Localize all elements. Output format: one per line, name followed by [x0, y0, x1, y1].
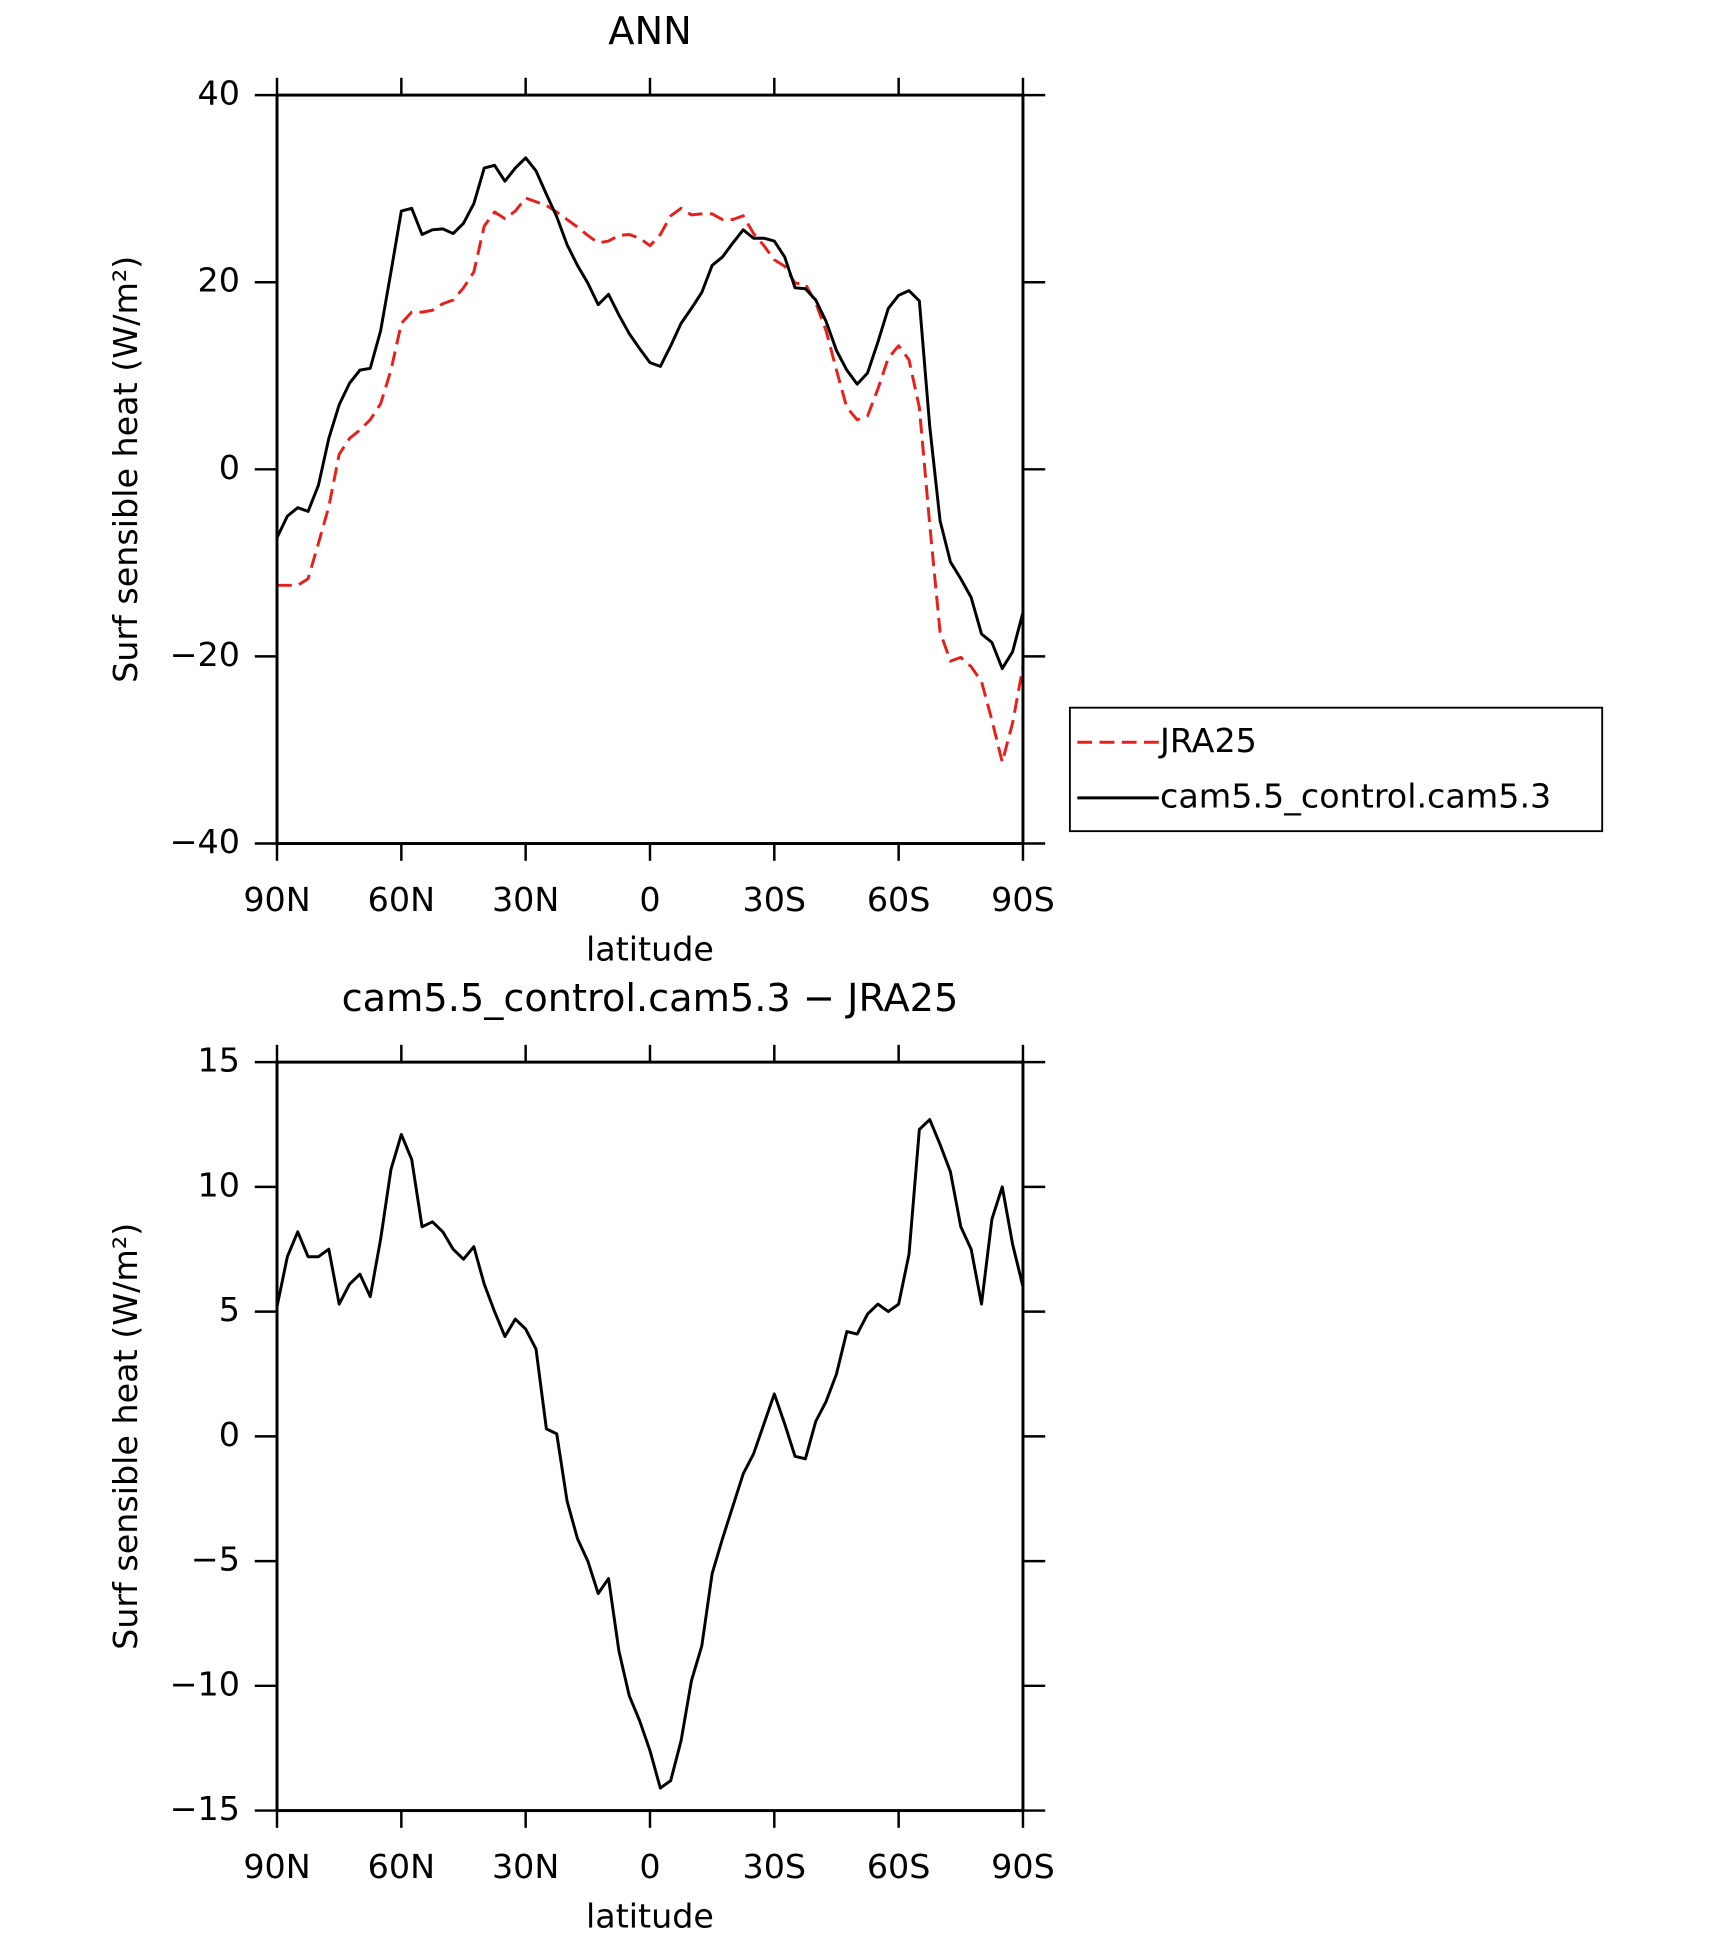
y-tick-label: 40: [198, 74, 240, 113]
plot-frame: [275, 93, 1025, 846]
legend-box: [1068, 706, 1604, 833]
data-line: [277, 196, 1025, 764]
y-tick-label: −15: [170, 1789, 240, 1828]
y-tick-label: −5: [191, 1540, 240, 1579]
y-tick-label: −40: [170, 822, 240, 861]
x-tick-label: 60S: [867, 880, 931, 919]
x-tick-label: 90S: [991, 1847, 1055, 1886]
x-tick-label: 90S: [991, 880, 1055, 919]
plot-frame: [275, 1060, 1025, 1813]
x-tick-label: 0: [639, 1847, 660, 1886]
x-tick-label: 90N: [243, 880, 310, 919]
y-axis-label: Surf sensible heat (W/m²): [106, 256, 145, 683]
x-tick-label: 60S: [867, 1847, 931, 1886]
x-tick-label: 90N: [243, 1847, 310, 1886]
y-tick-label: 20: [198, 261, 240, 300]
chart-title: cam5.5_control.cam5.3 − JRA25: [342, 976, 959, 1021]
legend-label: cam5.5_control.cam5.3: [1160, 776, 1551, 815]
x-tick-label: 60N: [368, 1847, 435, 1886]
x-tick-label: 60N: [368, 880, 435, 919]
data-line: [275, 1118, 1025, 1790]
x-axis-label: latitude: [586, 1897, 714, 1936]
y-tick-label: 0: [219, 1415, 240, 1454]
x-tick-label: 30N: [492, 1847, 559, 1886]
y-tick-label: −20: [170, 635, 240, 674]
y-tick-label: 0: [219, 448, 240, 487]
y-axis-label: Surf sensible heat (W/m²): [106, 1223, 145, 1650]
data-line: [275, 156, 1025, 671]
x-axis-label: latitude: [586, 929, 714, 968]
chart-title: ANN: [608, 9, 691, 54]
x-tick-label: 30S: [743, 1847, 807, 1886]
legend-label: JRA25: [1158, 721, 1257, 760]
x-tick-label: 30N: [492, 880, 559, 919]
y-tick-label: 10: [198, 1165, 240, 1204]
x-tick-label: 30S: [743, 880, 807, 919]
y-tick-label: 5: [219, 1290, 240, 1329]
y-tick-label: 15: [198, 1041, 240, 1080]
y-tick-label: −10: [170, 1664, 240, 1703]
x-tick-label: 0: [639, 880, 660, 919]
